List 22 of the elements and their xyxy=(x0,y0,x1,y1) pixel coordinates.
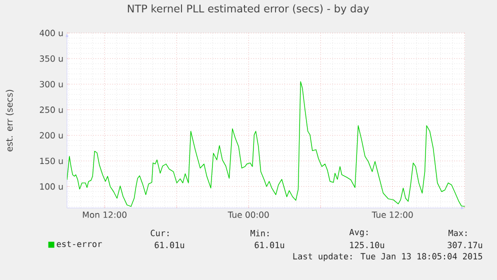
y-tick-label: 200 u xyxy=(40,132,63,139)
y-tick-label: 100 u xyxy=(40,183,63,190)
text: Last update: Tue Jan 13 18:05:04 2015 xyxy=(293,252,482,262)
text: Max: xyxy=(448,230,467,236)
y-tick-label: 400 u xyxy=(40,30,63,36)
text: 307.17u xyxy=(448,242,482,248)
y-tick-label: 150 u xyxy=(40,158,63,164)
text: Min: xyxy=(250,230,269,236)
y-tick-label: 250 u xyxy=(40,106,63,113)
text: Avg: xyxy=(349,229,368,237)
y-tick-label: 350 u xyxy=(40,55,63,62)
x-tick-label: Mon 12:00 xyxy=(82,212,127,218)
y-axis-title: est. err (secs) xyxy=(6,90,14,152)
text: Cur: xyxy=(150,230,169,236)
y-tick-label: 300 u xyxy=(40,80,63,88)
text: 61.01u xyxy=(154,242,184,248)
x-tick-label: Tue 00:00 xyxy=(228,212,269,218)
chart-title: NTP kernel PLL estimated error (secs) - by day xyxy=(128,4,369,14)
text: 61.01u xyxy=(254,242,284,248)
x-tick-label: Tue 12:00 xyxy=(372,212,413,218)
legend-label: est-error xyxy=(56,241,102,248)
text: 125.10u xyxy=(350,242,384,248)
